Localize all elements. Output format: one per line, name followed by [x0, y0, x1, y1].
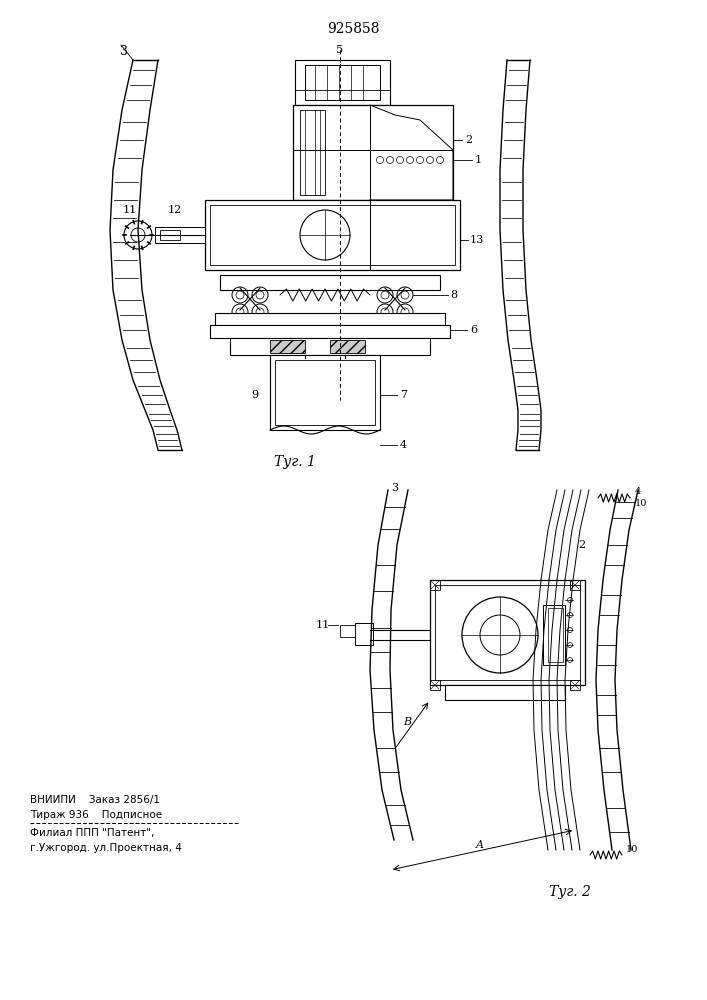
- Text: Тираж 936    Подписное: Тираж 936 Подписное: [30, 810, 162, 820]
- Bar: [160, 230, 180, 240]
- Bar: [430, 580, 585, 685]
- Text: 2: 2: [465, 135, 472, 145]
- Bar: [230, 338, 430, 355]
- Bar: [215, 313, 445, 325]
- Text: 925858: 925858: [327, 22, 379, 36]
- Bar: [435, 585, 580, 680]
- Bar: [570, 580, 580, 590]
- Text: г.Ужгород. ул.Проектная, 4: г.Ужгород. ул.Проектная, 4: [30, 843, 182, 853]
- Text: 3: 3: [392, 483, 399, 493]
- Bar: [270, 340, 305, 353]
- Bar: [295, 60, 390, 105]
- Text: 11: 11: [123, 205, 137, 215]
- Bar: [548, 608, 563, 662]
- Text: 2: 2: [578, 540, 585, 550]
- Text: A: A: [476, 840, 484, 850]
- Bar: [275, 360, 375, 425]
- Text: 8: 8: [450, 290, 457, 300]
- Text: 4: 4: [400, 440, 407, 450]
- Bar: [430, 680, 440, 690]
- Text: B: B: [403, 717, 411, 727]
- Bar: [220, 275, 440, 290]
- Text: 13: 13: [470, 235, 484, 245]
- Text: 9: 9: [251, 390, 258, 400]
- Text: Τуг. 1: Τуг. 1: [274, 455, 316, 469]
- Bar: [155, 227, 205, 243]
- Text: 6: 6: [470, 325, 477, 335]
- Text: 3: 3: [120, 45, 128, 58]
- Bar: [355, 623, 373, 645]
- Bar: [205, 200, 460, 270]
- Bar: [305, 65, 380, 100]
- Text: Τуг. 2: Τуг. 2: [549, 885, 591, 899]
- Text: 4: 4: [635, 488, 641, 496]
- Bar: [445, 685, 565, 700]
- Text: 12: 12: [168, 205, 182, 215]
- Text: 11: 11: [316, 620, 330, 630]
- Bar: [293, 105, 453, 200]
- Text: 1: 1: [475, 155, 482, 165]
- Text: 10: 10: [635, 499, 648, 508]
- Text: 7: 7: [400, 390, 407, 400]
- Text: ВНИИПИ    Заказ 2856/1: ВНИИПИ Заказ 2856/1: [30, 795, 160, 805]
- Bar: [300, 110, 325, 195]
- Bar: [430, 580, 440, 590]
- Bar: [210, 325, 450, 338]
- Bar: [570, 680, 580, 690]
- Bar: [210, 205, 455, 265]
- Bar: [340, 625, 355, 637]
- Text: 10: 10: [626, 846, 638, 854]
- Bar: [330, 340, 365, 353]
- Bar: [270, 355, 380, 430]
- Text: 5: 5: [337, 45, 344, 55]
- Text: Филиал ППП "Патент",: Филиал ППП "Патент",: [30, 828, 154, 838]
- Bar: [543, 605, 565, 665]
